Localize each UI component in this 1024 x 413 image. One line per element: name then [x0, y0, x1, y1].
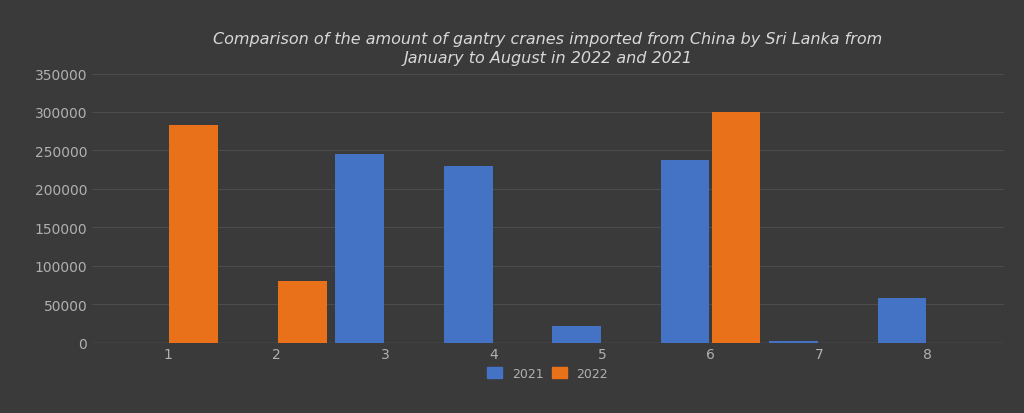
Bar [660, 161, 710, 343]
Legend: 2021, 2022: 2021, 2022 [482, 362, 613, 385]
Bar [278, 281, 327, 343]
Bar [878, 298, 927, 343]
Title: Comparison of the amount of gantry cranes imported from China by Sri Lanka from
: Comparison of the amount of gantry crane… [213, 31, 883, 66]
Bar [443, 166, 493, 343]
Bar [169, 126, 218, 343]
Bar [552, 327, 601, 343]
Bar [712, 113, 761, 343]
Bar [769, 341, 818, 343]
Bar [335, 155, 384, 343]
